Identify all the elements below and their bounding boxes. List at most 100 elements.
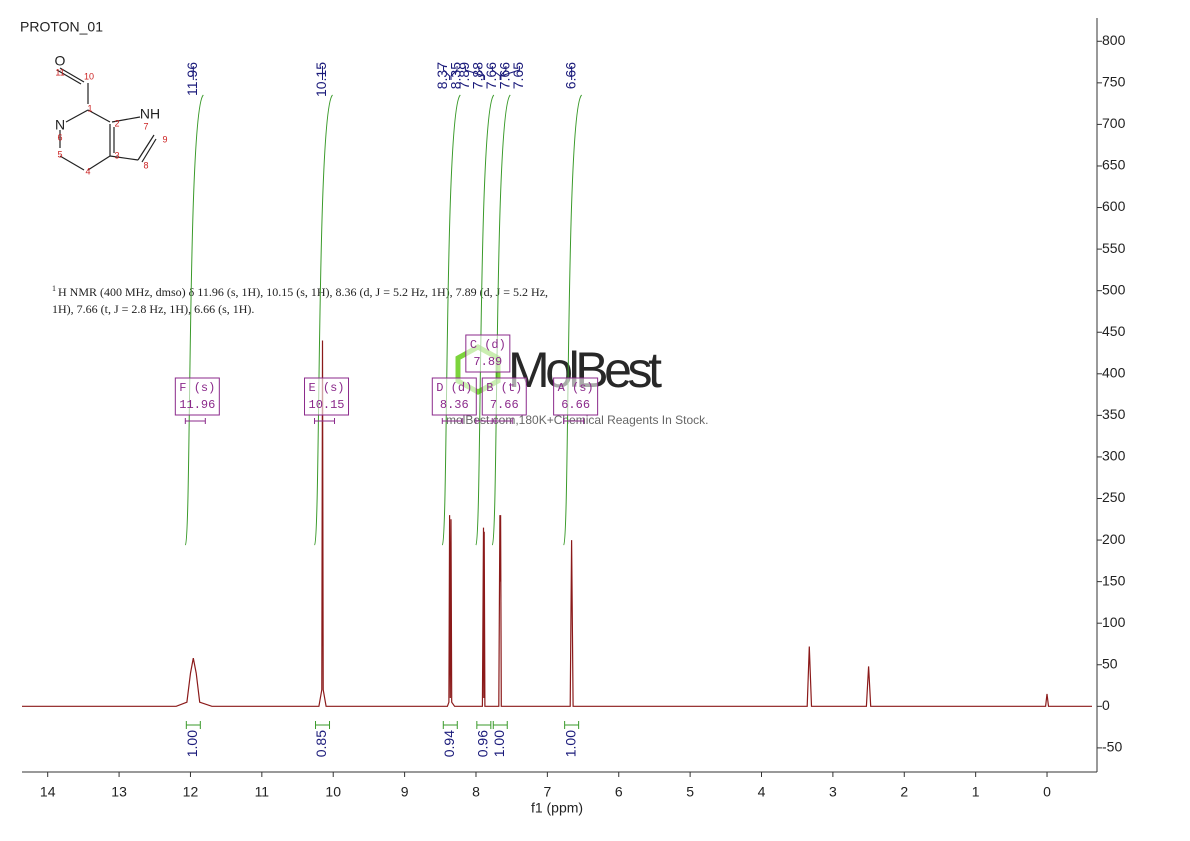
multiplet-frame — [465, 334, 511, 373]
x-tick-label: 5 — [686, 784, 694, 800]
x-tick-label: 10 — [325, 784, 341, 800]
multiplet-range — [184, 418, 206, 424]
x-tick-label: 11 — [255, 784, 270, 800]
integral-bracket — [476, 721, 492, 729]
integral-label: 1.00 — [491, 730, 507, 757]
multiplet-box: F (s) 11.96 — [174, 377, 220, 416]
y-tick-label: 550 — [1102, 240, 1126, 256]
integral-label: 0.96 — [475, 730, 491, 757]
atom: N — [55, 117, 65, 133]
watermark-tagline: molBest.com,180K+Chemical Reagents In St… — [446, 413, 708, 427]
y-tick-label: 500 — [1102, 281, 1126, 297]
y-tick-label: 650 — [1102, 157, 1126, 173]
integral-curve — [441, 94, 461, 546]
peak-label: 6.66 — [562, 62, 578, 89]
atom-number: 3 — [114, 150, 119, 160]
y-tick-label: 350 — [1102, 406, 1126, 422]
multiplet-range — [441, 418, 463, 424]
peak-label: 7.66 — [497, 62, 513, 89]
y-tick-label: 750 — [1102, 74, 1126, 90]
peak-label: 7.88 — [470, 62, 486, 89]
peak-label: 7.65 — [510, 62, 526, 89]
x-tick-label: 0 — [1043, 784, 1051, 800]
multiplet-shift: 7.89 — [473, 355, 502, 369]
description: H NMR (400 MHz, dmso) δ 11.96 (s, 1H), 1… — [58, 285, 548, 299]
atom-number: 1 — [87, 103, 92, 113]
atom-number: 4 — [85, 166, 90, 176]
y-tick-label: 0 — [1102, 697, 1110, 713]
x-axis-label: f1 (ppm) — [531, 800, 583, 816]
multiplet-range — [491, 418, 513, 424]
spectrum-line — [22, 340, 1092, 707]
description: 1H), 7.66 (t, J = 2.8 Hz, 1H), 6.66 (s, … — [52, 302, 254, 316]
y-tick-label: 200 — [1102, 531, 1126, 547]
peak-connector — [450, 66, 458, 80]
atom: NH — [140, 106, 160, 122]
atom-number: 8 — [143, 160, 148, 170]
chart-title: PROTON_01 — [20, 19, 103, 35]
y-tick-label: 50 — [1102, 655, 1118, 671]
multiplet-box: B (t) 7.66 — [481, 377, 527, 416]
y-tick-label: -50 — [1102, 739, 1122, 755]
x-tick-label: 4 — [758, 784, 766, 800]
x-tick-label: 13 — [111, 784, 127, 800]
peak-label: 7.89 — [456, 62, 472, 89]
peak-label: 11.96 — [184, 62, 200, 96]
multiplet-frame — [174, 377, 220, 416]
x-tick-label: 6 — [615, 784, 623, 800]
x-tick-label: 3 — [829, 784, 837, 800]
multiplet-name: E (s) — [309, 381, 345, 395]
atom-number: 6 — [57, 132, 62, 142]
multiplet-box: C (d) 7.89 — [465, 334, 511, 373]
multiplet-name: D (d) — [436, 381, 472, 395]
integral-curve — [491, 94, 511, 546]
x-tick-label: 8 — [472, 784, 480, 800]
x-tick-label: 7 — [543, 784, 551, 800]
multiplet-name: F (s) — [179, 381, 215, 395]
integral-bracket — [492, 721, 508, 729]
multiplet-frame — [553, 377, 599, 416]
y-tick-label: 150 — [1102, 572, 1126, 588]
peak-connector — [443, 66, 451, 80]
multiplet-frame — [304, 377, 350, 416]
peak-connector — [500, 66, 520, 80]
integral-curve — [184, 94, 204, 546]
multiplet-box: E (s) 10.15 — [304, 377, 350, 416]
multiplet-box: A (s) 6.66 — [553, 377, 599, 416]
x-tick-label: 2 — [900, 784, 908, 800]
integral-label: 1.00 — [562, 730, 578, 757]
y-tick-label: 100 — [1102, 614, 1126, 630]
y-tick-label: 700 — [1102, 115, 1126, 131]
y-tick-label: 300 — [1102, 448, 1126, 464]
integral-bracket — [315, 721, 331, 729]
peak-connector — [478, 66, 486, 80]
integral-curve — [475, 94, 495, 546]
structure — [56, 67, 157, 171]
atom-number: 5 — [57, 149, 62, 159]
x-tick-label: 12 — [183, 784, 199, 800]
peak-label: 10.15 — [313, 62, 329, 97]
multiplet-shift: 10.15 — [309, 398, 345, 412]
multiplet-name: C (d) — [470, 338, 506, 352]
peak-label: 8.35 — [448, 62, 464, 89]
x-tick-label: 14 — [40, 784, 56, 800]
multiplet-range — [314, 418, 336, 424]
atom-number: 2 — [114, 118, 119, 128]
integral-bracket — [442, 721, 458, 729]
multiplet-frame — [481, 377, 527, 416]
integral-curve — [314, 94, 333, 546]
multiplet-frame — [431, 377, 477, 416]
x-tick-label: 9 — [401, 784, 409, 800]
y-tick-label: 800 — [1102, 32, 1126, 48]
peak-connector — [499, 66, 507, 80]
peak-connector — [464, 66, 485, 80]
multiplet-shift: 7.66 — [490, 398, 519, 412]
multiplet-box: D (d) 8.36 — [431, 377, 477, 416]
multiplet-shift: 11.96 — [179, 398, 215, 412]
atom: O — [55, 53, 66, 69]
peak-label: 7.66 — [483, 62, 499, 89]
y-tick-label: 600 — [1102, 198, 1126, 214]
atom-number: 10 — [84, 71, 94, 81]
